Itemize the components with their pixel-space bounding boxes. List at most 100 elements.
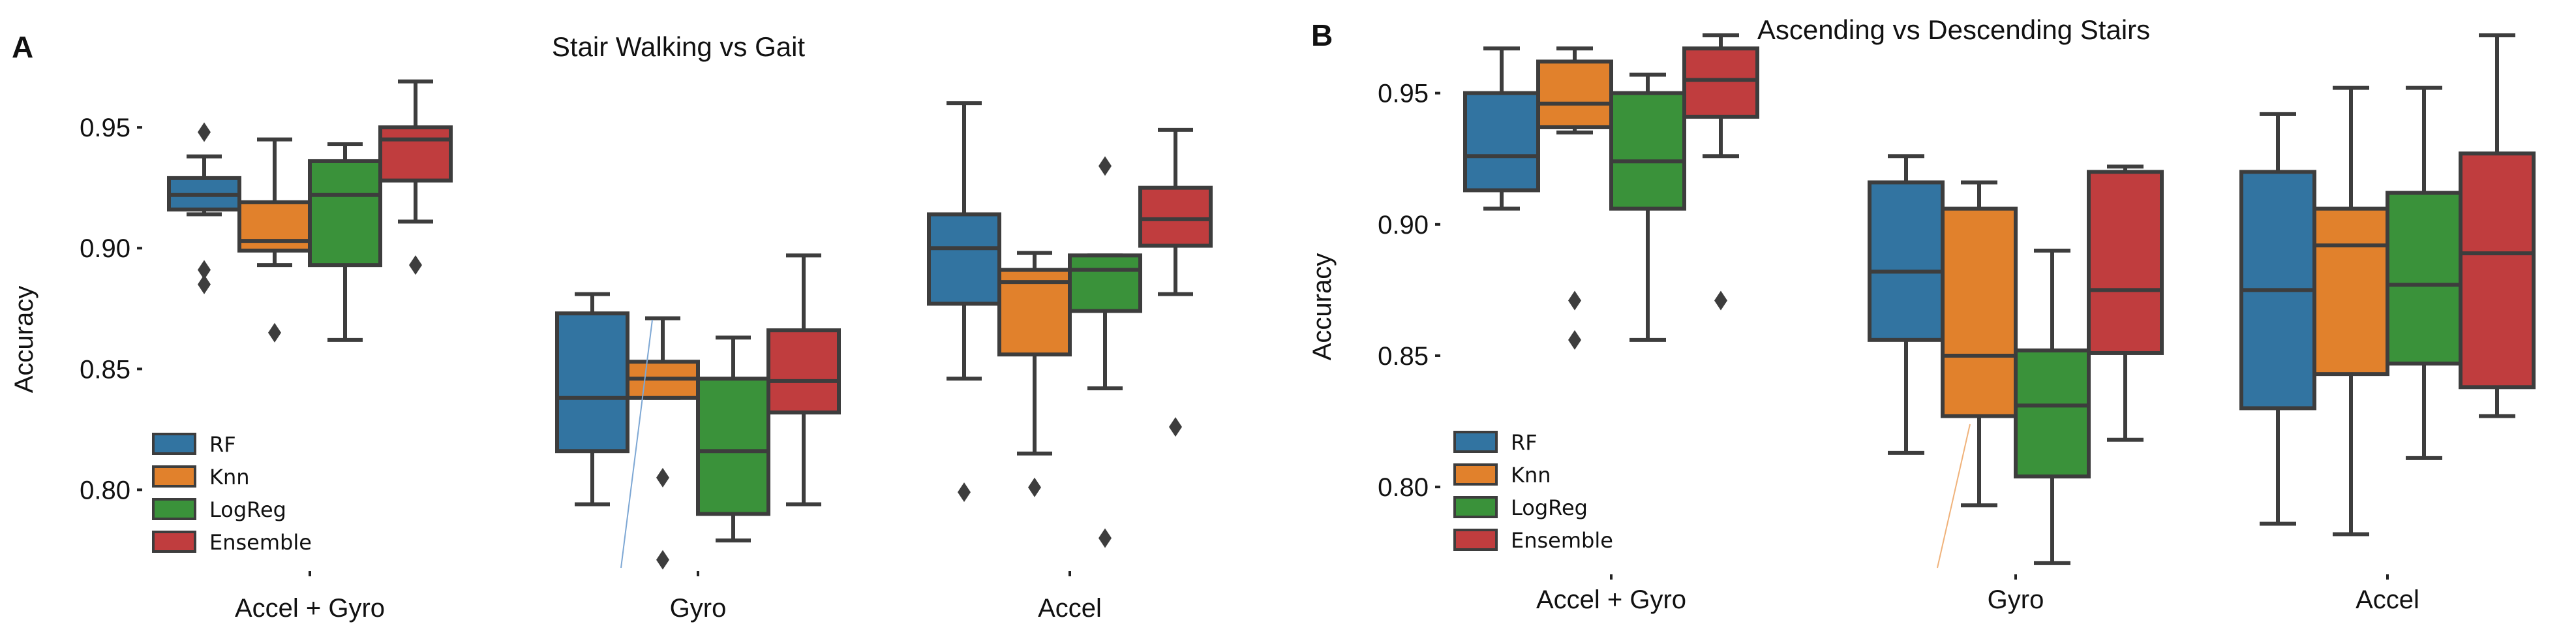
outlier-point (656, 467, 669, 488)
legend-swatch (1453, 496, 1498, 518)
box-body (2087, 170, 2164, 355)
panel-b-box-logreg (1609, 72, 1686, 342)
panel-a-legend-item-rf: RF (152, 432, 236, 457)
legend-swatch (152, 531, 196, 553)
panel-a-box-ensemble (1138, 127, 1213, 437)
panel-b-box-rf (2239, 112, 2316, 526)
outlier-point (1714, 290, 1727, 311)
legend-label: RF (1511, 430, 1538, 455)
box-body (1463, 91, 1540, 193)
panel-a-y-tick-label: 0.90 (80, 234, 130, 263)
panel-a-box-logreg (1068, 156, 1142, 548)
panel-a-box-rf (927, 101, 1001, 503)
box-body (1609, 91, 1686, 211)
panel-a-y-axis: 0.80 0.85 0.90 0.95 (80, 114, 142, 505)
panel-b-legend-item-rf: RF (1453, 430, 1538, 455)
panel-b-legend-item-ensemble: Ensemble (1453, 528, 1613, 553)
panel-a-y-tick-label: 0.85 (80, 355, 130, 384)
panel-a-box-rf (555, 292, 629, 506)
legend-swatch (152, 465, 196, 488)
box-body (237, 200, 312, 253)
panel-a-x-tick-label: Gyro (670, 594, 727, 623)
panel-b-box-ensemble (1682, 33, 1759, 311)
legend-swatch (152, 498, 196, 520)
panel-a: A Stair Walking vs Gait Accuracy 0.800.8… (10, 30, 1213, 623)
box-body (555, 311, 629, 454)
legend-swatch (1453, 431, 1498, 453)
panel-a-y-axis-label: Accuracy (10, 286, 38, 394)
outlier-point (1028, 477, 1041, 497)
box-body (1138, 185, 1213, 248)
panel-b: B Ascending vs Descending Stairs Accurac… (1308, 14, 2536, 614)
outlier-point (1099, 156, 1112, 176)
panel-a-y-tick-label: 0.80 (80, 476, 130, 505)
panel-a-x-tick-label: Accel (1038, 594, 1102, 623)
panel-a-stray-line (620, 319, 653, 568)
outlier-point (656, 550, 669, 570)
outlier-point (1568, 290, 1581, 311)
box-body (1682, 46, 1759, 119)
legend-label: LogReg (209, 497, 286, 522)
box-body (1868, 180, 1945, 342)
panel-b-legend-item-logreg: LogReg (1453, 495, 1588, 520)
outlier-point (1099, 528, 1112, 548)
outlier-point (198, 260, 211, 280)
panel-a-legend-item-logreg: LogReg (152, 497, 286, 522)
panel-b-box-knn (1536, 46, 1613, 350)
outlier-point (198, 122, 211, 142)
panel-b-box-knn (2312, 85, 2389, 536)
outlier-point (1169, 417, 1182, 437)
box-body (1536, 59, 1613, 129)
box-body (308, 159, 382, 268)
outlier-point (198, 274, 211, 294)
panel-b-box-logreg (2014, 249, 2091, 565)
panel-b-y-tick-label: 0.90 (1378, 211, 1429, 240)
panel-b-box-ensemble (2087, 164, 2164, 442)
panel-a-legend-item-knn: Knn (152, 465, 250, 489)
panel-a-box-rf (167, 122, 241, 294)
panel-a-box-ensemble (766, 253, 841, 506)
panel-a-legend-item-ensemble: Ensemble (152, 530, 312, 555)
panel-a-x-tick-label: Accel + Gyro (235, 594, 385, 623)
panel-b-stray-line (1937, 424, 1971, 568)
panel-a-legend: RF Knn LogReg Ensemble (152, 432, 312, 555)
box-body (696, 377, 770, 516)
legend-label: Ensemble (1511, 528, 1613, 553)
box-body (1068, 253, 1142, 313)
panel-a-boxes (167, 79, 1213, 570)
panel-b-x-tick-label: Gyro (1988, 585, 2044, 614)
panel-b-legend-item-knn: Knn (1453, 463, 1551, 488)
legend-swatch (1453, 463, 1498, 486)
panel-a-box-ensemble (378, 79, 453, 275)
outlier-point (268, 322, 281, 343)
box-body (766, 328, 841, 414)
panel-a-x-axis: Accel + Gyro Gyro Accel (235, 571, 1102, 623)
legend-label: LogReg (1511, 495, 1588, 520)
box-body (1941, 206, 2018, 418)
panel-b-box-knn (1941, 180, 2018, 508)
panel-a-y-tick-label: 0.95 (80, 114, 130, 142)
panel-b-x-tick-label: Accel (2356, 585, 2419, 614)
panel-a-box-knn (997, 251, 1072, 497)
panel-b-x-axis: Accel + Gyro Gyro Accel (1536, 574, 2419, 614)
box-body (2459, 151, 2536, 390)
outlier-point (1568, 330, 1581, 350)
panel-a-title: Stair Walking vs Gait (552, 31, 806, 62)
box-body (378, 125, 453, 183)
panel-b-box-rf (1868, 154, 1945, 455)
legend-label: Ensemble (209, 530, 312, 555)
panel-b-y-axis: 0.80 0.85 0.90 0.95 (1378, 80, 1440, 502)
panel-b-letter: B (1311, 18, 1333, 52)
legend-swatch (152, 433, 196, 455)
outlier-point (958, 482, 971, 503)
panel-b-legend: RF Knn LogReg Ensemble (1453, 430, 1613, 553)
box-body (2386, 191, 2462, 366)
legend-label: Knn (209, 465, 250, 489)
panel-b-y-tick-label: 0.85 (1378, 342, 1429, 371)
panel-a-letter: A (12, 30, 33, 64)
outlier-point (409, 255, 422, 275)
panel-b-boxes (1463, 33, 2536, 565)
panel-a-box-knn (237, 137, 312, 343)
panel-b-x-tick-label: Accel + Gyro (1536, 585, 1686, 614)
